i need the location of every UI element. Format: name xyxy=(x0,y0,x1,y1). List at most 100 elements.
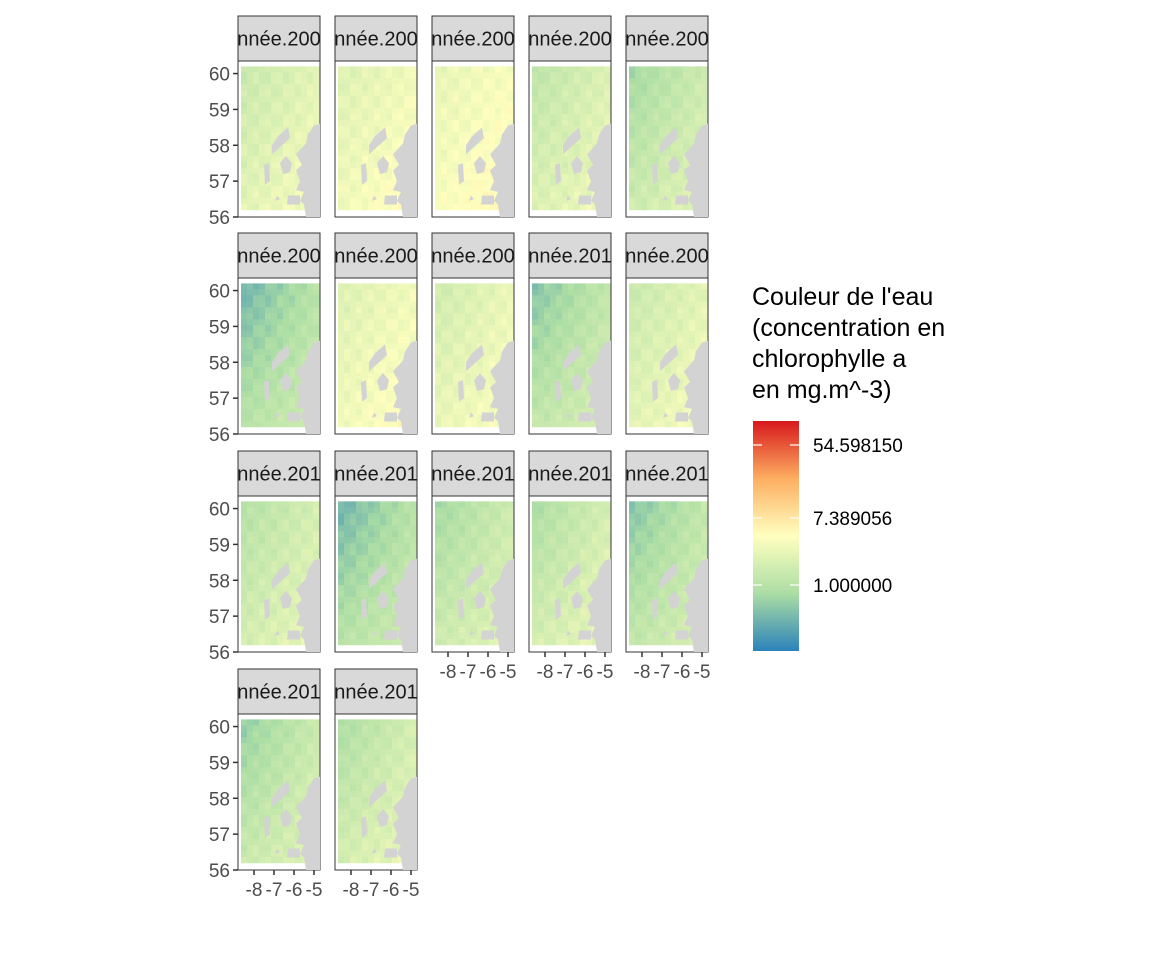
island xyxy=(361,380,367,402)
legend-title-line-3: chlorophylle a xyxy=(752,345,907,373)
y-tick-label: 58 xyxy=(209,353,230,374)
island xyxy=(264,380,270,402)
y-tick-label: 60 xyxy=(209,500,230,521)
island xyxy=(469,630,474,636)
island xyxy=(573,217,583,228)
x-tick-label: -5 xyxy=(597,662,614,683)
island xyxy=(372,195,377,201)
island xyxy=(384,195,397,205)
x-tick-label: -6 xyxy=(674,662,691,683)
y-tick-label: 57 xyxy=(209,607,230,628)
facet-panel-2: nnée.200 xyxy=(334,15,418,228)
facet-strip-label: nnée.200 xyxy=(625,246,708,268)
island xyxy=(384,412,397,422)
land-mass xyxy=(490,558,514,652)
legend-title-line-4: en mg.m^-3) xyxy=(752,376,892,404)
facet-panel-9: nnée.201 xyxy=(528,232,612,435)
facet-strip-label: nnée.200 xyxy=(431,29,514,51)
facet-panel-6: nnée.200 56 57 58 59 60 xyxy=(209,232,321,446)
island xyxy=(264,598,270,620)
island xyxy=(372,630,377,636)
land-mass xyxy=(296,558,320,652)
facet-strip xyxy=(237,450,321,497)
island xyxy=(578,195,591,205)
facet-strip-label: nnée.200 xyxy=(334,29,417,51)
facet-strip xyxy=(334,15,418,62)
island xyxy=(670,434,680,445)
island xyxy=(469,195,474,201)
island xyxy=(571,591,583,609)
island xyxy=(474,591,486,609)
island xyxy=(474,373,486,391)
x-tick-label: -7 xyxy=(460,662,477,683)
facet-strip xyxy=(528,450,612,497)
x-tick-label: -6 xyxy=(577,662,594,683)
x-tick-label: -7 xyxy=(363,880,380,901)
facet-strip-label: nnée.201 xyxy=(431,464,514,486)
island xyxy=(369,562,387,590)
island xyxy=(384,848,397,858)
island xyxy=(668,373,680,391)
island xyxy=(272,127,290,155)
facet-strip xyxy=(431,15,515,62)
island xyxy=(566,412,571,418)
island xyxy=(555,380,561,402)
island xyxy=(652,380,658,402)
facet-strip-label: nnée.200 xyxy=(625,29,708,51)
island xyxy=(675,630,688,640)
facet-panel-10: nnée.200 xyxy=(625,232,709,445)
island xyxy=(563,562,581,590)
land-mass xyxy=(393,340,417,434)
x-tick-label: -7 xyxy=(266,880,283,901)
facet-strip-label: nnée.200 xyxy=(334,246,417,268)
island xyxy=(379,434,389,445)
island xyxy=(377,809,389,827)
legend-gradient-bar xyxy=(753,421,799,651)
island xyxy=(466,562,484,590)
island xyxy=(379,217,389,228)
island xyxy=(566,630,571,636)
island xyxy=(474,156,486,174)
y-tick-label: 57 xyxy=(209,825,230,846)
legend-title-line-1: Couleur de l'eau xyxy=(752,283,934,311)
y-tick-label: 60 xyxy=(209,65,230,86)
island xyxy=(369,127,387,155)
chlorophyll-raster xyxy=(435,66,514,211)
island xyxy=(566,195,571,201)
facet-strip xyxy=(625,15,709,62)
facet-strip-label: nnée.201 xyxy=(528,464,611,486)
facet-panel-16: nnée.201 56 57 58 59 60 -8 -7 -6 -5 xyxy=(209,668,322,901)
y-tick-label: 59 xyxy=(209,753,230,774)
facet-panel-13: nnée.201 -8 -7 -6 -5 xyxy=(431,450,516,683)
island xyxy=(377,373,389,391)
x-tick-label: -6 xyxy=(383,880,400,901)
facet-panel-12: nnée.201 xyxy=(334,450,418,653)
y-tick-label: 58 xyxy=(209,136,230,157)
island xyxy=(272,344,290,372)
land-mass xyxy=(490,340,514,434)
facet-strip-label: nnée.200 xyxy=(237,29,320,51)
facet-panel-4: nnée.200 xyxy=(528,15,612,228)
island xyxy=(372,848,377,854)
island xyxy=(668,591,680,609)
island xyxy=(458,380,464,402)
x-tick-label: -8 xyxy=(343,880,360,901)
legend-colorbar: 54.598150 7.389056 1.000000 xyxy=(753,421,903,651)
island xyxy=(469,412,474,418)
chlorophyll-raster xyxy=(338,66,417,211)
chlorophyll-raster xyxy=(532,283,611,428)
facet-strip xyxy=(334,668,418,715)
island xyxy=(481,630,494,640)
island xyxy=(481,412,494,422)
legend-label: 54.598150 xyxy=(813,436,903,457)
facet-panel-1: nnée.200 56 57 58 59 60 xyxy=(209,15,321,229)
island xyxy=(660,344,678,372)
land-mass xyxy=(296,776,320,870)
facet-strip xyxy=(431,450,515,497)
island xyxy=(264,163,270,185)
facet-strip xyxy=(334,450,418,497)
island xyxy=(369,344,387,372)
island xyxy=(377,156,389,174)
facet-panel-15: nnée.201 -8 -7 -6 -5 xyxy=(625,450,710,683)
